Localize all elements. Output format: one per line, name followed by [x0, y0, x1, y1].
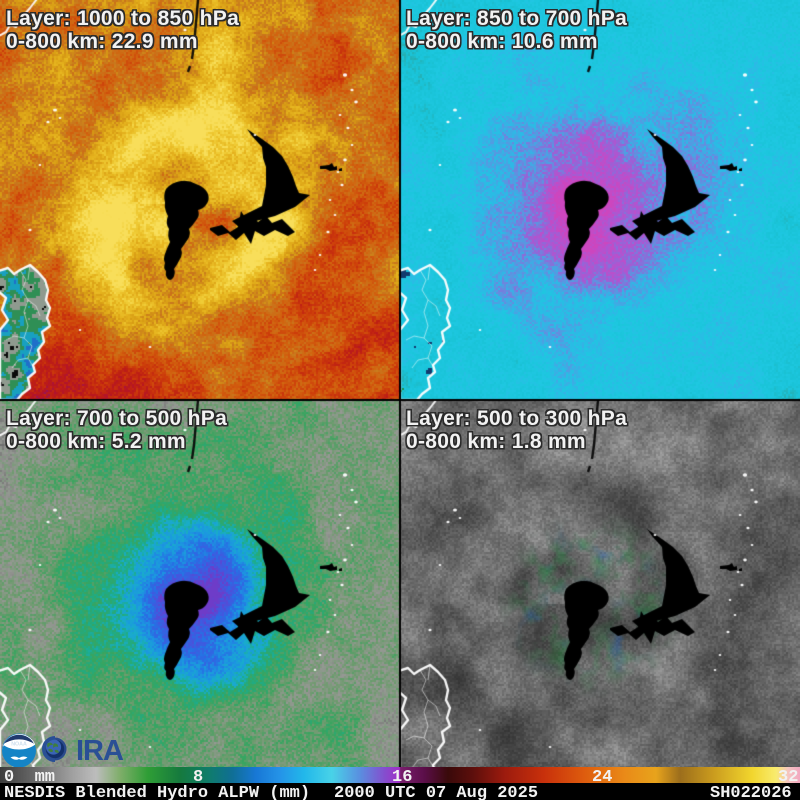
svg-text:IRA: IRA: [76, 735, 124, 767]
svg-text:NOAA: NOAA: [11, 742, 27, 748]
